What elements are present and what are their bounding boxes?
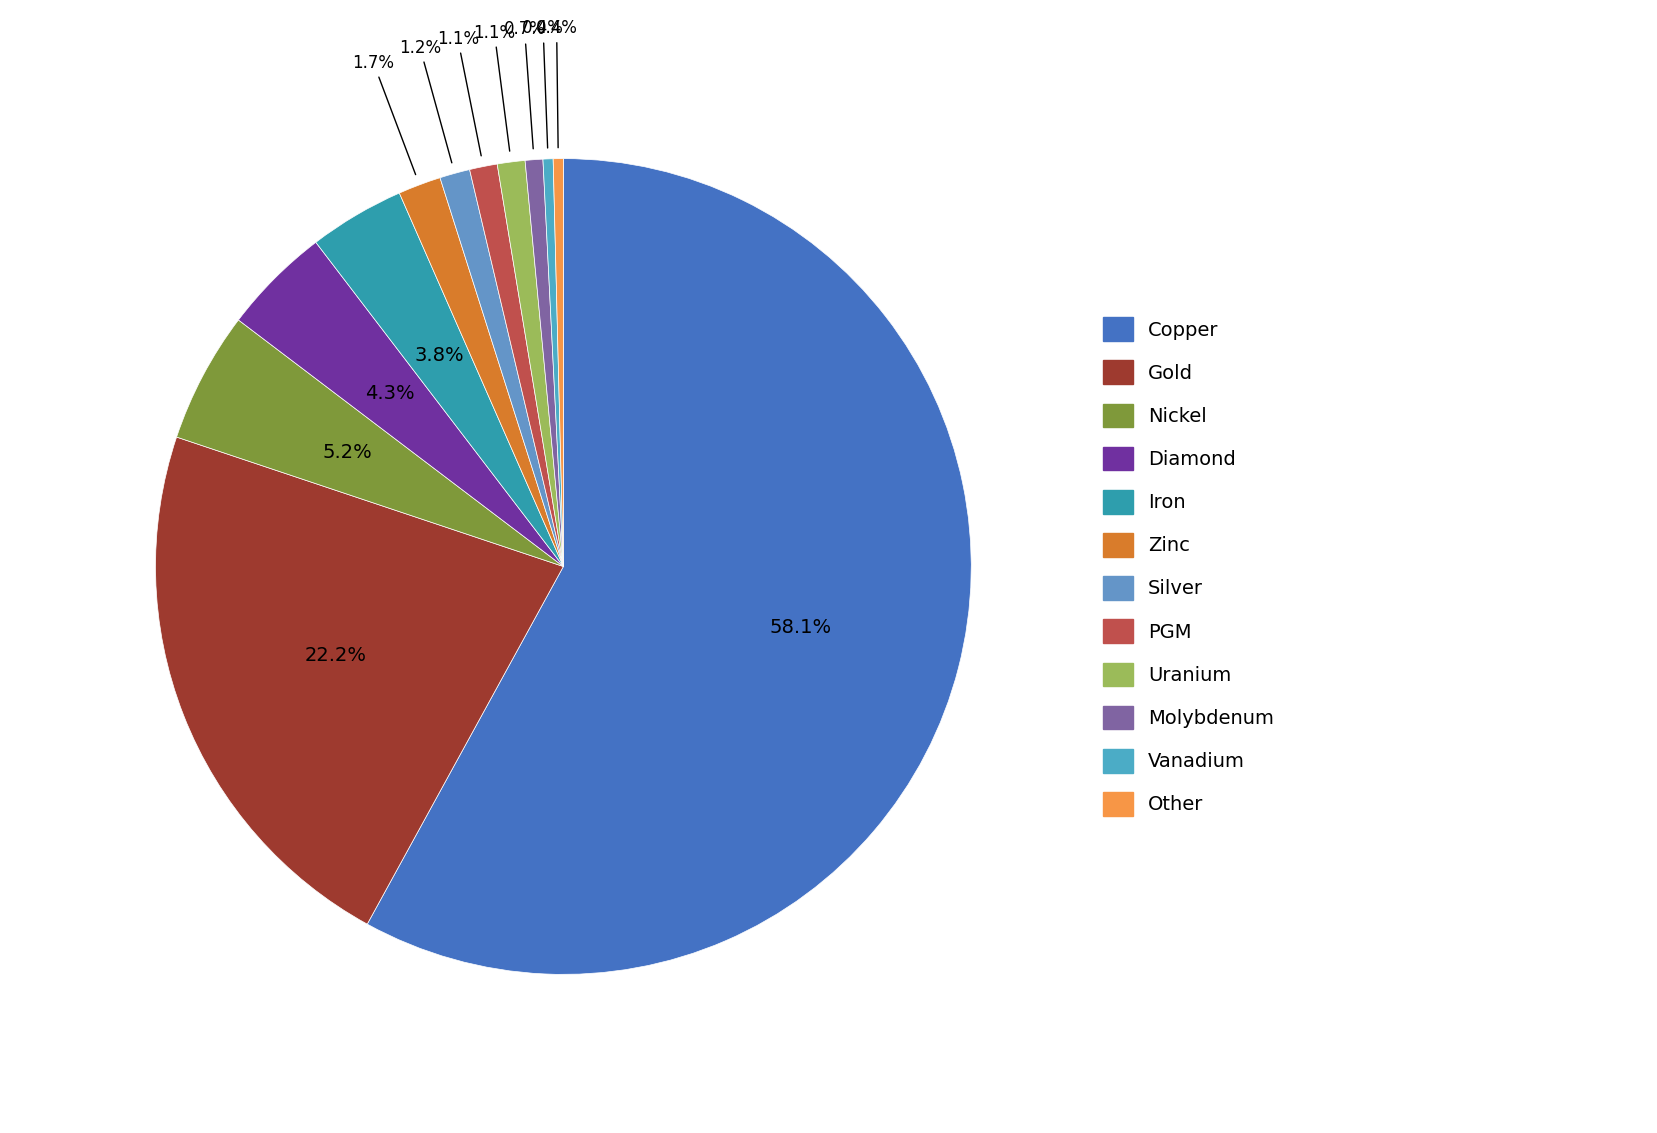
Wedge shape xyxy=(368,159,971,974)
Text: 1.2%: 1.2% xyxy=(399,39,452,163)
Legend: Copper, Gold, Nickel, Diamond, Iron, Zinc, Silver, PGM, Uranium, Molybdenum, Van: Copper, Gold, Nickel, Diamond, Iron, Zin… xyxy=(1104,317,1274,816)
Text: 5.2%: 5.2% xyxy=(321,443,371,461)
Text: 0.4%: 0.4% xyxy=(535,19,578,147)
Wedge shape xyxy=(156,437,563,925)
Wedge shape xyxy=(177,320,563,566)
Text: 58.1%: 58.1% xyxy=(769,617,832,637)
Wedge shape xyxy=(553,159,563,566)
Text: 0.7%: 0.7% xyxy=(504,20,545,148)
Text: 0.4%: 0.4% xyxy=(522,19,563,148)
Wedge shape xyxy=(497,161,563,566)
Wedge shape xyxy=(316,193,563,566)
Text: 22.2%: 22.2% xyxy=(305,646,366,665)
Wedge shape xyxy=(399,178,563,566)
Text: 1.7%: 1.7% xyxy=(353,53,416,174)
Text: 1.1%: 1.1% xyxy=(437,29,481,156)
Text: 4.3%: 4.3% xyxy=(365,384,414,403)
Text: 1.1%: 1.1% xyxy=(474,24,515,151)
Wedge shape xyxy=(239,242,563,566)
Text: 3.8%: 3.8% xyxy=(414,347,464,365)
Wedge shape xyxy=(525,159,563,566)
Wedge shape xyxy=(543,159,563,566)
Wedge shape xyxy=(441,170,563,566)
Wedge shape xyxy=(469,164,563,566)
